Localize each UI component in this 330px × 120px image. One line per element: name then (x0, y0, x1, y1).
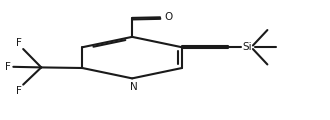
Text: F: F (16, 86, 22, 96)
Text: N: N (130, 82, 138, 92)
Text: O: O (164, 12, 172, 22)
Text: F: F (6, 62, 11, 72)
Text: F: F (16, 38, 22, 48)
Text: Si: Si (243, 42, 252, 52)
